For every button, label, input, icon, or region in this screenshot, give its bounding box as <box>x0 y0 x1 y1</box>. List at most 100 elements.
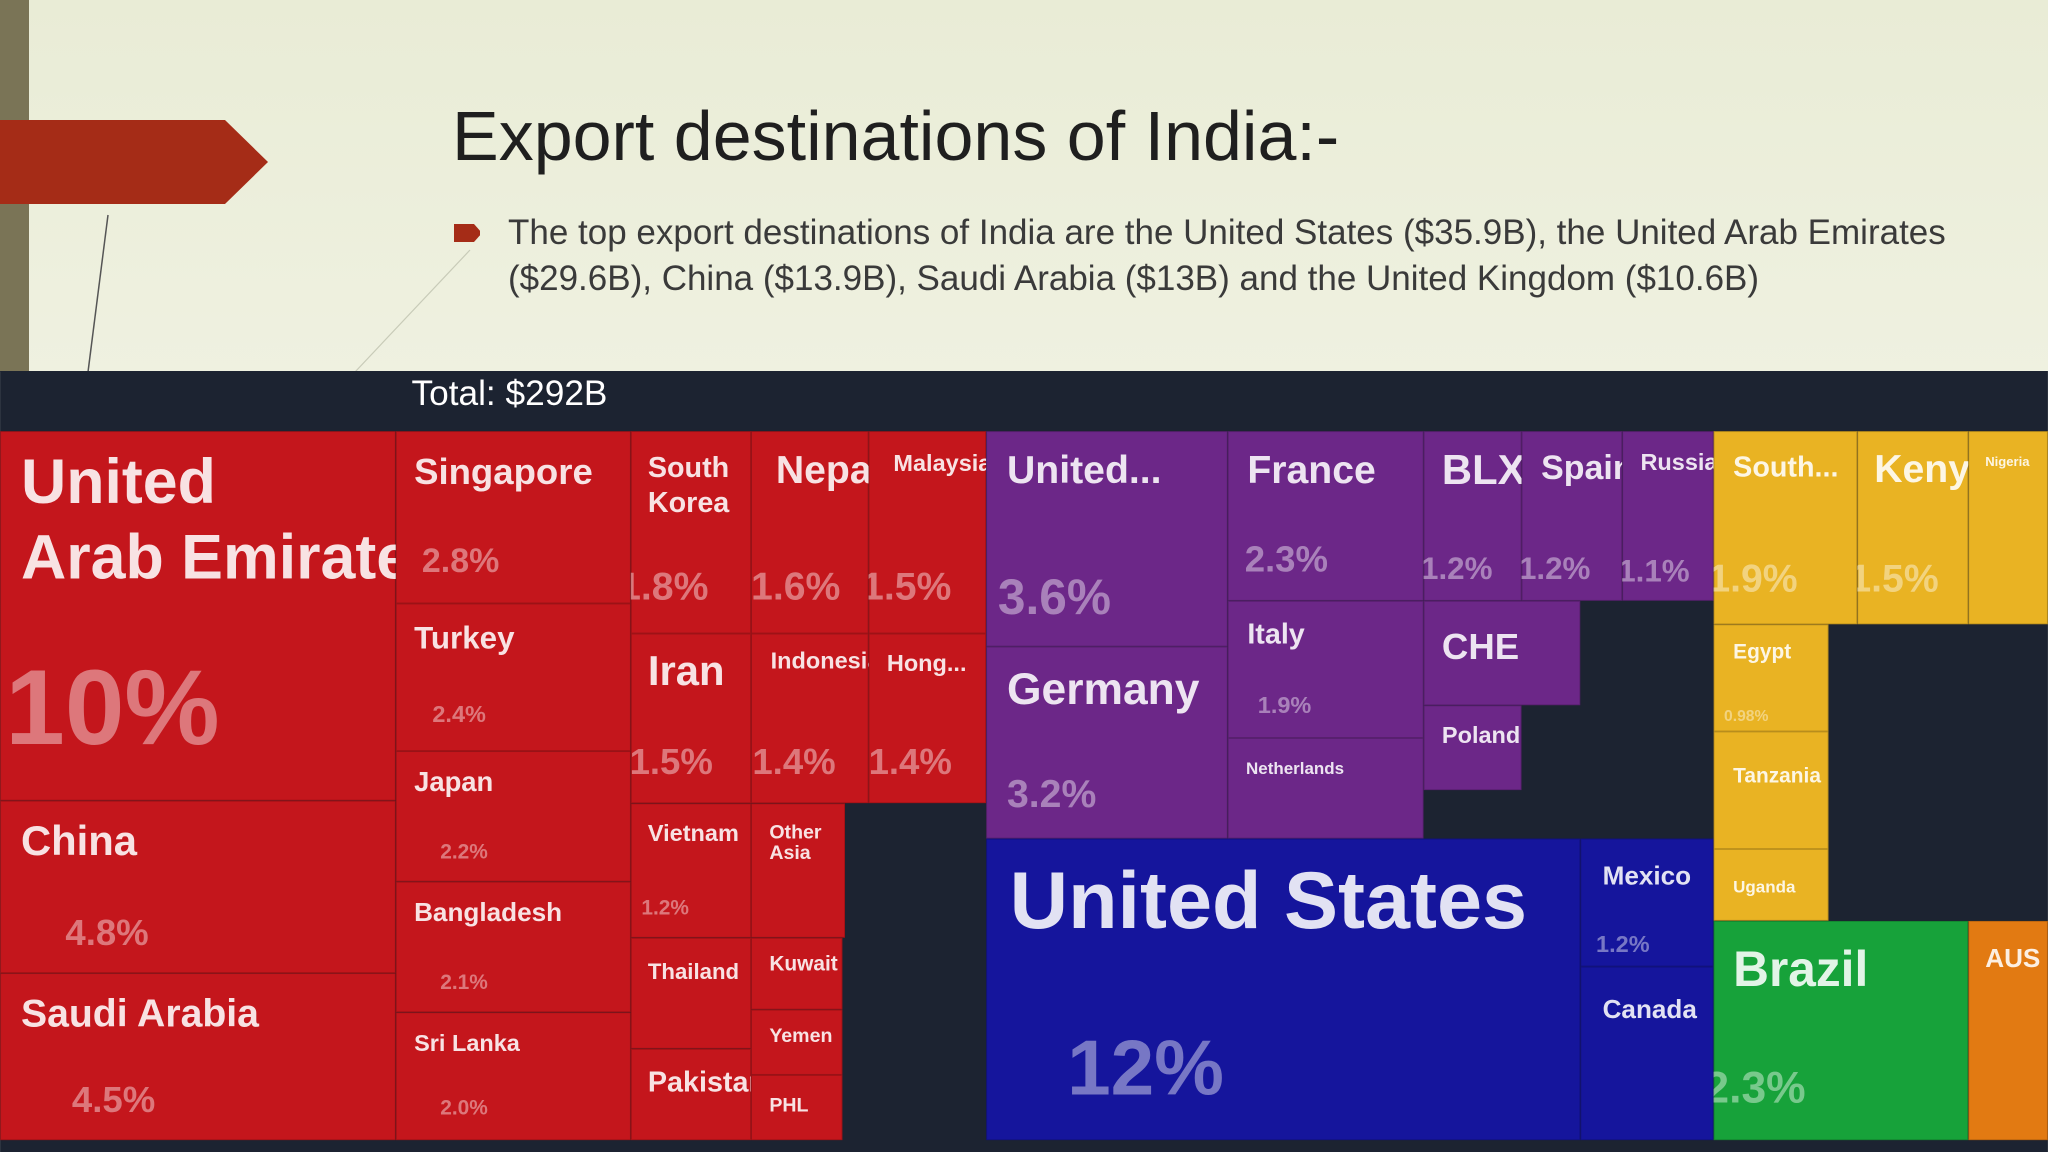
tile-rect <box>395 431 631 604</box>
tile-value-label: 1.5% <box>862 565 951 608</box>
slide-title: Export destinations of India:- <box>452 97 1340 175</box>
tile-rect <box>1968 431 2048 625</box>
tile: Netherlands <box>1227 737 1424 839</box>
tile-rect <box>751 1074 843 1141</box>
tile-label: South Korea <box>648 452 737 519</box>
tile-rect <box>751 937 843 1010</box>
tile-label: Indonesia <box>771 647 882 673</box>
tile-rect <box>395 1012 631 1141</box>
tile: Thailand <box>630 937 752 1049</box>
tile-rect <box>0 431 396 801</box>
tile-rect <box>751 431 869 634</box>
tile: Iran 1.5% <box>630 633 752 804</box>
tile: Bangladesh 2.1% <box>395 881 631 1013</box>
title-arrow <box>0 120 268 204</box>
tile-rect <box>751 1009 843 1075</box>
tile: Singapore 2.8% <box>395 431 631 604</box>
tile-value-label: 1.1% <box>1618 554 1690 589</box>
tile-value-label: 2.1% <box>440 971 488 994</box>
tile-rect <box>395 881 631 1013</box>
tile-label: Russia <box>1640 449 1718 475</box>
tile-rect <box>986 838 1581 1141</box>
tile: Egypt 0.98% <box>1713 624 1829 732</box>
tile-rect <box>1580 966 1714 1141</box>
tile-label: United Arab Emirates <box>21 446 446 592</box>
tile-rect <box>1857 431 1969 625</box>
tile: Turkey 2.4% <box>395 603 631 752</box>
tile: Indonesia 1.4% <box>751 633 882 804</box>
tile-rect <box>1423 600 1581 706</box>
tile-value-label: 0.98% <box>1724 708 1768 725</box>
tile-label: Mexico <box>1603 861 1692 891</box>
tile-value-label: 1.5% <box>1849 558 1938 601</box>
decoration <box>0 120 480 372</box>
tile: BLX 1.2% <box>1423 431 1526 601</box>
tile-rect <box>1713 731 1829 850</box>
tile: Nepal 1.6% <box>751 431 883 634</box>
tile-value-label: 2.4% <box>432 701 486 727</box>
tile-rect <box>1713 624 1829 732</box>
tile-label: Netherlands <box>1246 759 1344 778</box>
tile-rect <box>1227 737 1424 839</box>
deco-line <box>87 214 109 372</box>
tile-label: Nepal <box>776 449 883 492</box>
tile-value-label: 1.9% <box>1258 692 1312 718</box>
tile-label: United States <box>1010 856 1527 946</box>
tile-label: Turkey <box>414 620 515 655</box>
tile-label: PHL <box>769 1094 808 1116</box>
tile-rect <box>630 803 752 938</box>
tile-rect <box>1713 431 1858 625</box>
tile-value-label: 1.4% <box>752 741 835 782</box>
tile-rect <box>1713 920 1969 1141</box>
tile-rect <box>1227 600 1424 738</box>
tile-value-label: 3.6% <box>998 569 1111 625</box>
tile-value-label: 12% <box>1067 1023 1224 1111</box>
tile-value-label: 2.2% <box>440 840 488 863</box>
tile: Spain 1.2% <box>1521 431 1623 601</box>
tile-rect <box>1227 431 1424 601</box>
tile: Italy 1.9% <box>1227 600 1424 738</box>
tile-rect <box>630 431 752 634</box>
tile: Other Asia <box>751 803 846 938</box>
tile-rect <box>986 431 1228 647</box>
tile-value-label: 10% <box>5 647 219 767</box>
tile-value-label: 2.3% <box>1704 1063 1805 1112</box>
tile-label: Hong... <box>887 650 967 676</box>
tile: PHL <box>751 1074 843 1141</box>
tile: United States 12% <box>986 838 1581 1141</box>
tile-label: Poland <box>1442 722 1520 748</box>
tile-label: Malaysia <box>893 450 992 476</box>
tile-label: Brazil <box>1733 941 1868 997</box>
tile-label: Uganda <box>1733 878 1796 897</box>
treemap-total: Total: $292B <box>411 374 607 413</box>
tile: Saudi Arabia 4.5% <box>0 973 396 1141</box>
tile-rect <box>751 633 869 804</box>
tile: Kuwait <box>751 937 843 1010</box>
tile: Nigeria <box>1968 431 2048 625</box>
tile-label: Yemen <box>769 1025 832 1047</box>
tile-label: Bangladesh <box>414 897 562 927</box>
tile-rect <box>395 751 631 882</box>
tile-label: AUS <box>1985 943 2040 973</box>
tile-rect <box>0 800 396 974</box>
tile-label: Thailand <box>648 959 739 984</box>
tile-value-label: 2.3% <box>1245 538 1328 579</box>
tile: Japan 2.2% <box>395 751 631 882</box>
bullet-marker <box>454 224 480 242</box>
tile-label: France <box>1247 449 1375 492</box>
tile-rect <box>630 1048 752 1141</box>
tile-label: BLX <box>1442 446 1526 493</box>
tile-label: Saudi Arabia <box>21 993 260 1036</box>
tile-label: Tanzania <box>1733 765 1821 788</box>
tile-value-label: 1.6% <box>751 565 840 608</box>
tile: CHE <box>1423 600 1581 706</box>
tile-value-label: 4.8% <box>65 912 148 953</box>
tile-rect <box>1713 849 1829 921</box>
tile-label: South... <box>1733 452 1838 484</box>
tile-label: Egypt <box>1733 641 1791 664</box>
tile-value-label: 4.5% <box>72 1079 155 1120</box>
tile-rect <box>868 431 987 634</box>
tile-value-label: 1.2% <box>1596 931 1650 957</box>
tile-rect <box>751 803 846 938</box>
